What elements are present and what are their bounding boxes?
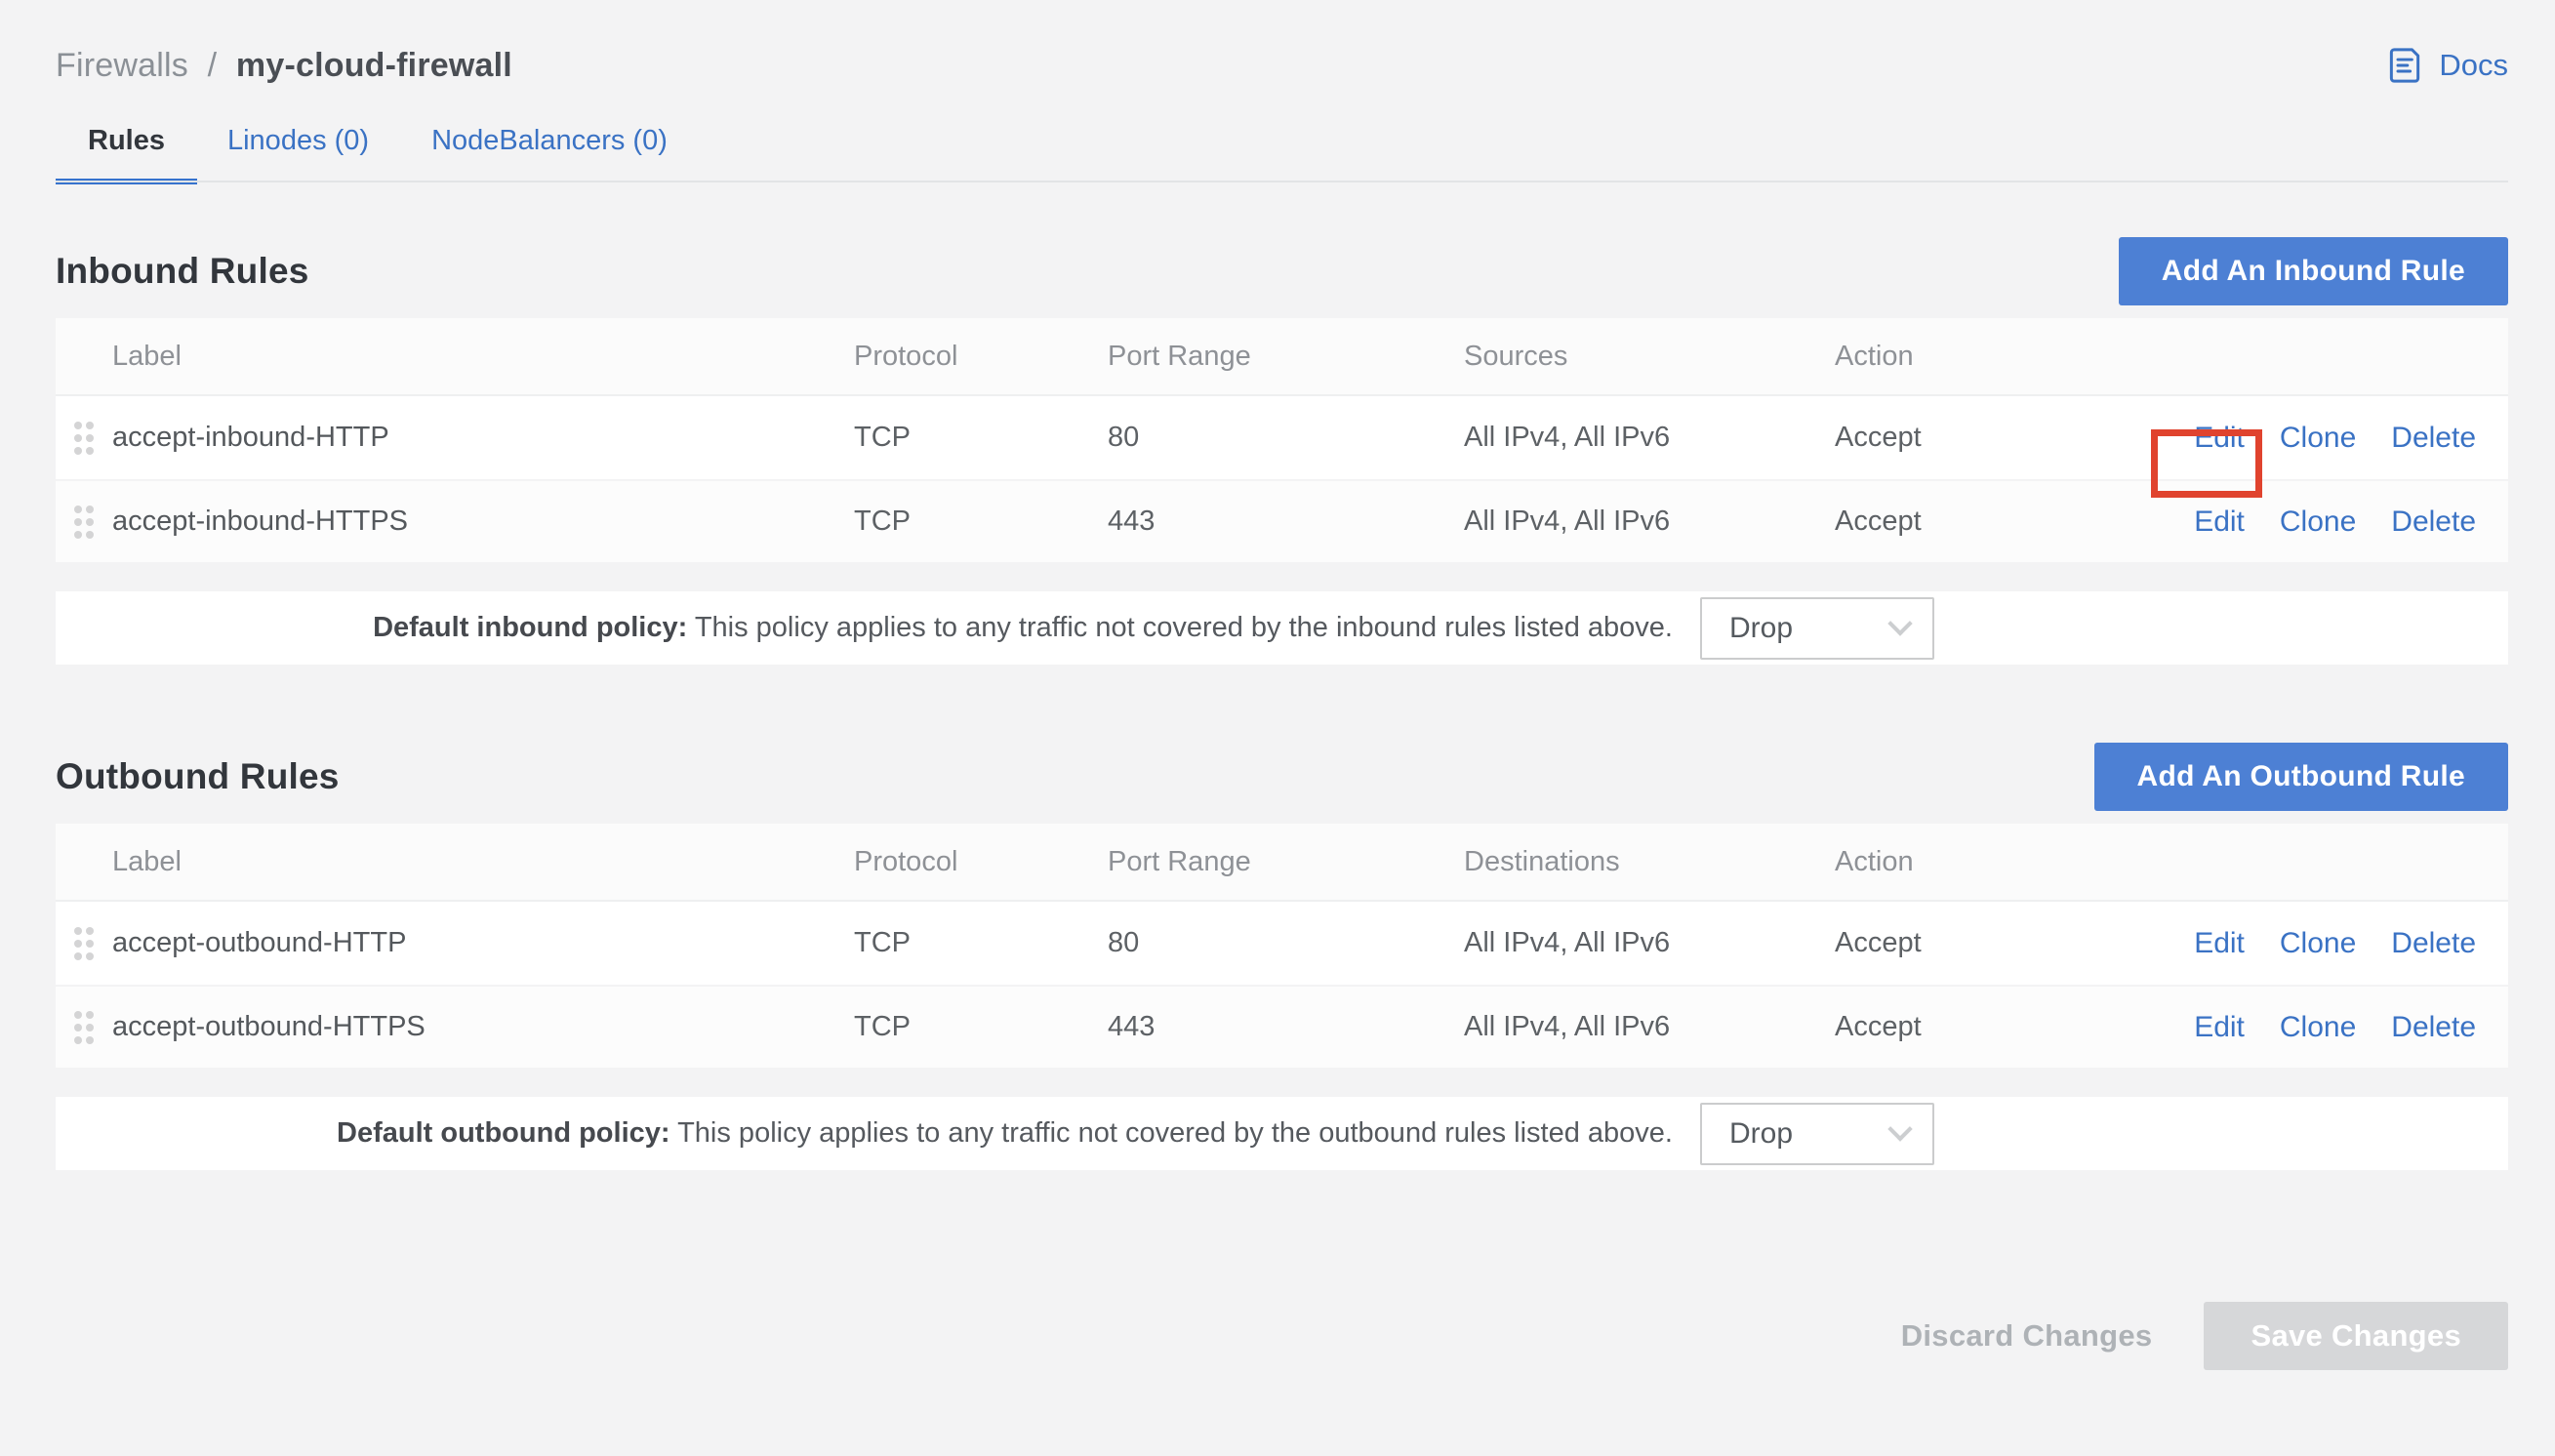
inbound-section-header: Inbound Rules Add An Inbound Rule — [56, 237, 2508, 305]
table-row-accept-inbound-http: accept-inbound-HTTP TCP 80 All IPv4, All… — [56, 396, 2508, 498]
rule-label: accept-inbound-HTTPS — [112, 506, 409, 537]
outbound-table-header: Label Protocol Port Range Destinations A… — [56, 824, 2508, 902]
docs-icon — [2384, 45, 2425, 86]
outbound-policy-text: Default outbound policy: This policy app… — [337, 1117, 1673, 1149]
discard-changes-button[interactable]: Discard Changes — [1900, 1318, 2153, 1353]
inbound-policy-select[interactable]: Drop — [1700, 596, 1934, 660]
tab-nodebalancers[interactable]: NodeBalancers (0) — [431, 125, 668, 156]
top-bar: Firewalls / my-cloud-firewall Docs — [56, 45, 2508, 86]
delete-link[interactable]: Delete — [2391, 505, 2476, 538]
footer-actions: Discard Changes Save Changes — [56, 1302, 2508, 1370]
inbound-rules-title: Inbound Rules — [56, 251, 309, 291]
outbound-policy-select[interactable]: Drop — [1700, 1102, 1934, 1165]
col-protocol: Protocol — [854, 845, 958, 877]
tab-rules[interactable]: Rules — [56, 125, 197, 184]
col-protocol: Protocol — [854, 340, 958, 372]
clone-link[interactable]: Clone — [2279, 505, 2357, 538]
rule-protocol: TCP — [854, 927, 911, 958]
col-label: Label — [112, 340, 182, 372]
chevron-down-icon — [1887, 1115, 1913, 1142]
col-sources: Sources — [1464, 340, 1568, 372]
outbound-rules-title: Outbound Rules — [56, 756, 340, 796]
rule-port: 80 — [1108, 422, 1140, 453]
rule-port: 443 — [1108, 506, 1156, 537]
tabs-divider — [56, 181, 2508, 182]
table-row-accept-outbound-http: accept-outbound-HTTP TCP 80 All IPv4, Al… — [56, 902, 2508, 985]
outbound-section-header: Outbound Rules Add An Outbound Rule — [56, 743, 2508, 811]
delete-link[interactable]: Delete — [2391, 421, 2476, 454]
rule-action: Accept — [1835, 422, 1922, 453]
inbound-policy-text: Default inbound policy: This policy appl… — [373, 612, 1673, 643]
drag-handle-icon[interactable] — [56, 503, 112, 542]
edit-link[interactable]: Edit — [2194, 1010, 2245, 1043]
rule-label: accept-outbound-HTTPS — [112, 1011, 426, 1042]
rule-protocol: TCP — [854, 506, 911, 537]
clone-link[interactable]: Clone — [2279, 926, 2357, 959]
clone-link[interactable]: Clone — [2279, 421, 2357, 454]
col-port-range: Port Range — [1108, 340, 1251, 372]
rule-sources: All IPv4, All IPv6 — [1464, 422, 1671, 453]
col-action: Action — [1835, 845, 1914, 877]
breadcrumb-separator: / — [207, 46, 218, 84]
outbound-policy-row: Default outbound policy: This policy app… — [56, 1097, 2508, 1170]
delete-link[interactable]: Delete — [2391, 1010, 2476, 1043]
col-port-range: Port Range — [1108, 845, 1251, 877]
outbound-rules-table: Label Protocol Port Range Destinations A… — [56, 824, 2508, 1068]
docs-link[interactable]: Docs — [2384, 45, 2508, 86]
rule-action: Accept — [1835, 927, 1922, 958]
rule-protocol: TCP — [854, 1011, 911, 1042]
inbound-policy-value: Drop — [1729, 611, 1794, 644]
edit-link[interactable]: Edit — [2194, 505, 2245, 538]
rule-port: 80 — [1108, 927, 1140, 958]
breadcrumb-firewalls-link[interactable]: Firewalls — [56, 46, 188, 84]
rule-destinations: All IPv4, All IPv6 — [1464, 927, 1671, 958]
rule-label: accept-inbound-HTTP — [112, 422, 389, 453]
rule-destinations: All IPv4, All IPv6 — [1464, 1011, 1671, 1042]
rule-action: Accept — [1835, 506, 1922, 537]
col-label: Label — [112, 845, 182, 877]
clone-link[interactable]: Clone — [2279, 1010, 2357, 1043]
edit-link[interactable]: Edit — [2194, 421, 2245, 454]
rule-sources: All IPv4, All IPv6 — [1464, 506, 1671, 537]
table-row-accept-inbound-https: accept-inbound-HTTPS TCP 443 All IPv4, A… — [56, 479, 2508, 562]
rule-action: Accept — [1835, 1011, 1922, 1042]
drag-handle-icon[interactable] — [56, 419, 112, 458]
chevron-down-icon — [1887, 610, 1913, 636]
save-changes-button[interactable]: Save Changes — [2204, 1302, 2508, 1370]
add-inbound-rule-button[interactable]: Add An Inbound Rule — [2118, 237, 2508, 305]
col-action: Action — [1835, 340, 1914, 372]
tab-bar: Rules Linodes (0) NodeBalancers (0) — [56, 125, 2508, 184]
inbound-table-header: Label Protocol Port Range Sources Action — [56, 318, 2508, 396]
breadcrumb: Firewalls / my-cloud-firewall — [56, 47, 512, 85]
inbound-policy-row: Default inbound policy: This policy appl… — [56, 591, 2508, 665]
docs-label: Docs — [2439, 48, 2508, 82]
table-row-accept-outbound-https: accept-outbound-HTTPS TCP 443 All IPv4, … — [56, 985, 2508, 1068]
col-destinations: Destinations — [1464, 845, 1620, 877]
drag-handle-icon[interactable] — [56, 924, 112, 963]
rule-protocol: TCP — [854, 422, 911, 453]
inbound-rules-table: Label Protocol Port Range Sources Action… — [56, 318, 2508, 562]
rule-port: 443 — [1108, 1011, 1156, 1042]
rule-label: accept-outbound-HTTP — [112, 927, 407, 958]
add-outbound-rule-button[interactable]: Add An Outbound Rule — [2093, 743, 2508, 811]
breadcrumb-current-firewall: my-cloud-firewall — [235, 46, 512, 84]
outbound-policy-value: Drop — [1729, 1116, 1794, 1150]
tab-linodes[interactable]: Linodes (0) — [226, 125, 370, 156]
edit-link[interactable]: Edit — [2194, 926, 2245, 959]
drag-handle-icon[interactable] — [56, 1008, 112, 1047]
delete-link[interactable]: Delete — [2391, 926, 2476, 959]
